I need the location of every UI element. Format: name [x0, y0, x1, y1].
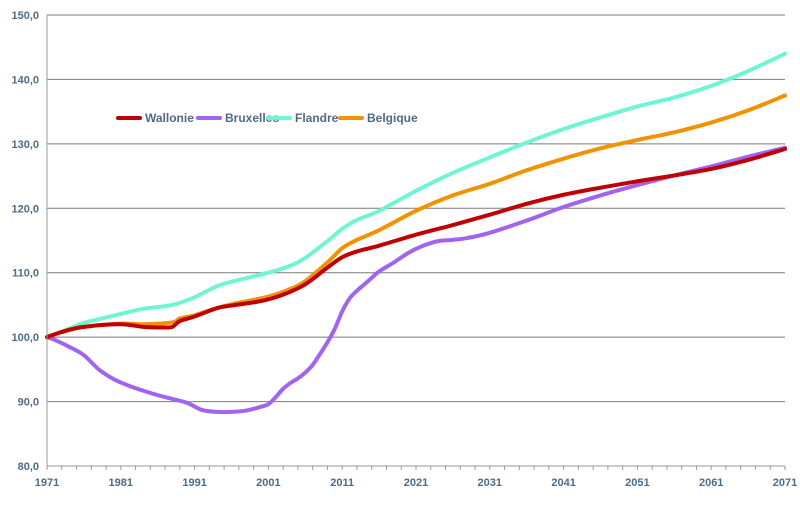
- y-tick-label: 100,0: [11, 332, 39, 344]
- y-tick-label: 110,0: [12, 268, 39, 280]
- series-line-bruxelles: [45, 145, 787, 415]
- legend-label-wallonie: Wallonie: [145, 111, 194, 125]
- x-tick-label: 2021: [404, 477, 428, 489]
- x-tick-label: 1981: [109, 477, 133, 489]
- y-tick-label: 150,0: [11, 10, 39, 22]
- y-tick-label: 130,0: [11, 139, 39, 151]
- x-tick-label: 2061: [699, 477, 723, 489]
- y-tick-label: 90,0: [18, 397, 39, 409]
- series-line-wallonie: [45, 147, 787, 340]
- x-tick-label: 2031: [478, 477, 502, 489]
- series-line-belgique: [45, 93, 787, 340]
- series-lines: [45, 51, 787, 415]
- legend: Wallonie Bruxelles Flandre Belgique: [116, 111, 418, 125]
- y-tick-label: 140,0: [11, 74, 39, 86]
- y-tick-label: 120,0: [11, 203, 39, 215]
- legend-label-bruxelles: Bruxelles: [225, 111, 279, 125]
- legend-label-flandre: Flandre: [295, 111, 339, 125]
- x-tick-label: 2001: [256, 477, 280, 489]
- x-tick-label: 2051: [625, 477, 649, 489]
- x-tick-label: 1991: [182, 477, 206, 489]
- x-tick-label: 2041: [551, 477, 575, 489]
- series-line-flandre: [45, 51, 787, 340]
- axes: [46, 15, 786, 470]
- legend-label-belgique: Belgique: [367, 111, 418, 125]
- x-tick-label: 1971: [35, 477, 59, 489]
- x-axis-tick-labels: 1971 1981 1991 2001 2011 2021 2031 2041 2051 2061…: [35, 477, 797, 489]
- gridlines: [47, 14, 785, 403]
- x-tick-label: 2071: [773, 477, 797, 489]
- x-tick-label: 2011: [330, 477, 354, 489]
- y-axis-tick-labels: 80,0 90,0 100,0 110,0 120,0 130,0 140,0 150,0: [11, 10, 39, 473]
- y-tick-label: 80,0: [18, 461, 39, 473]
